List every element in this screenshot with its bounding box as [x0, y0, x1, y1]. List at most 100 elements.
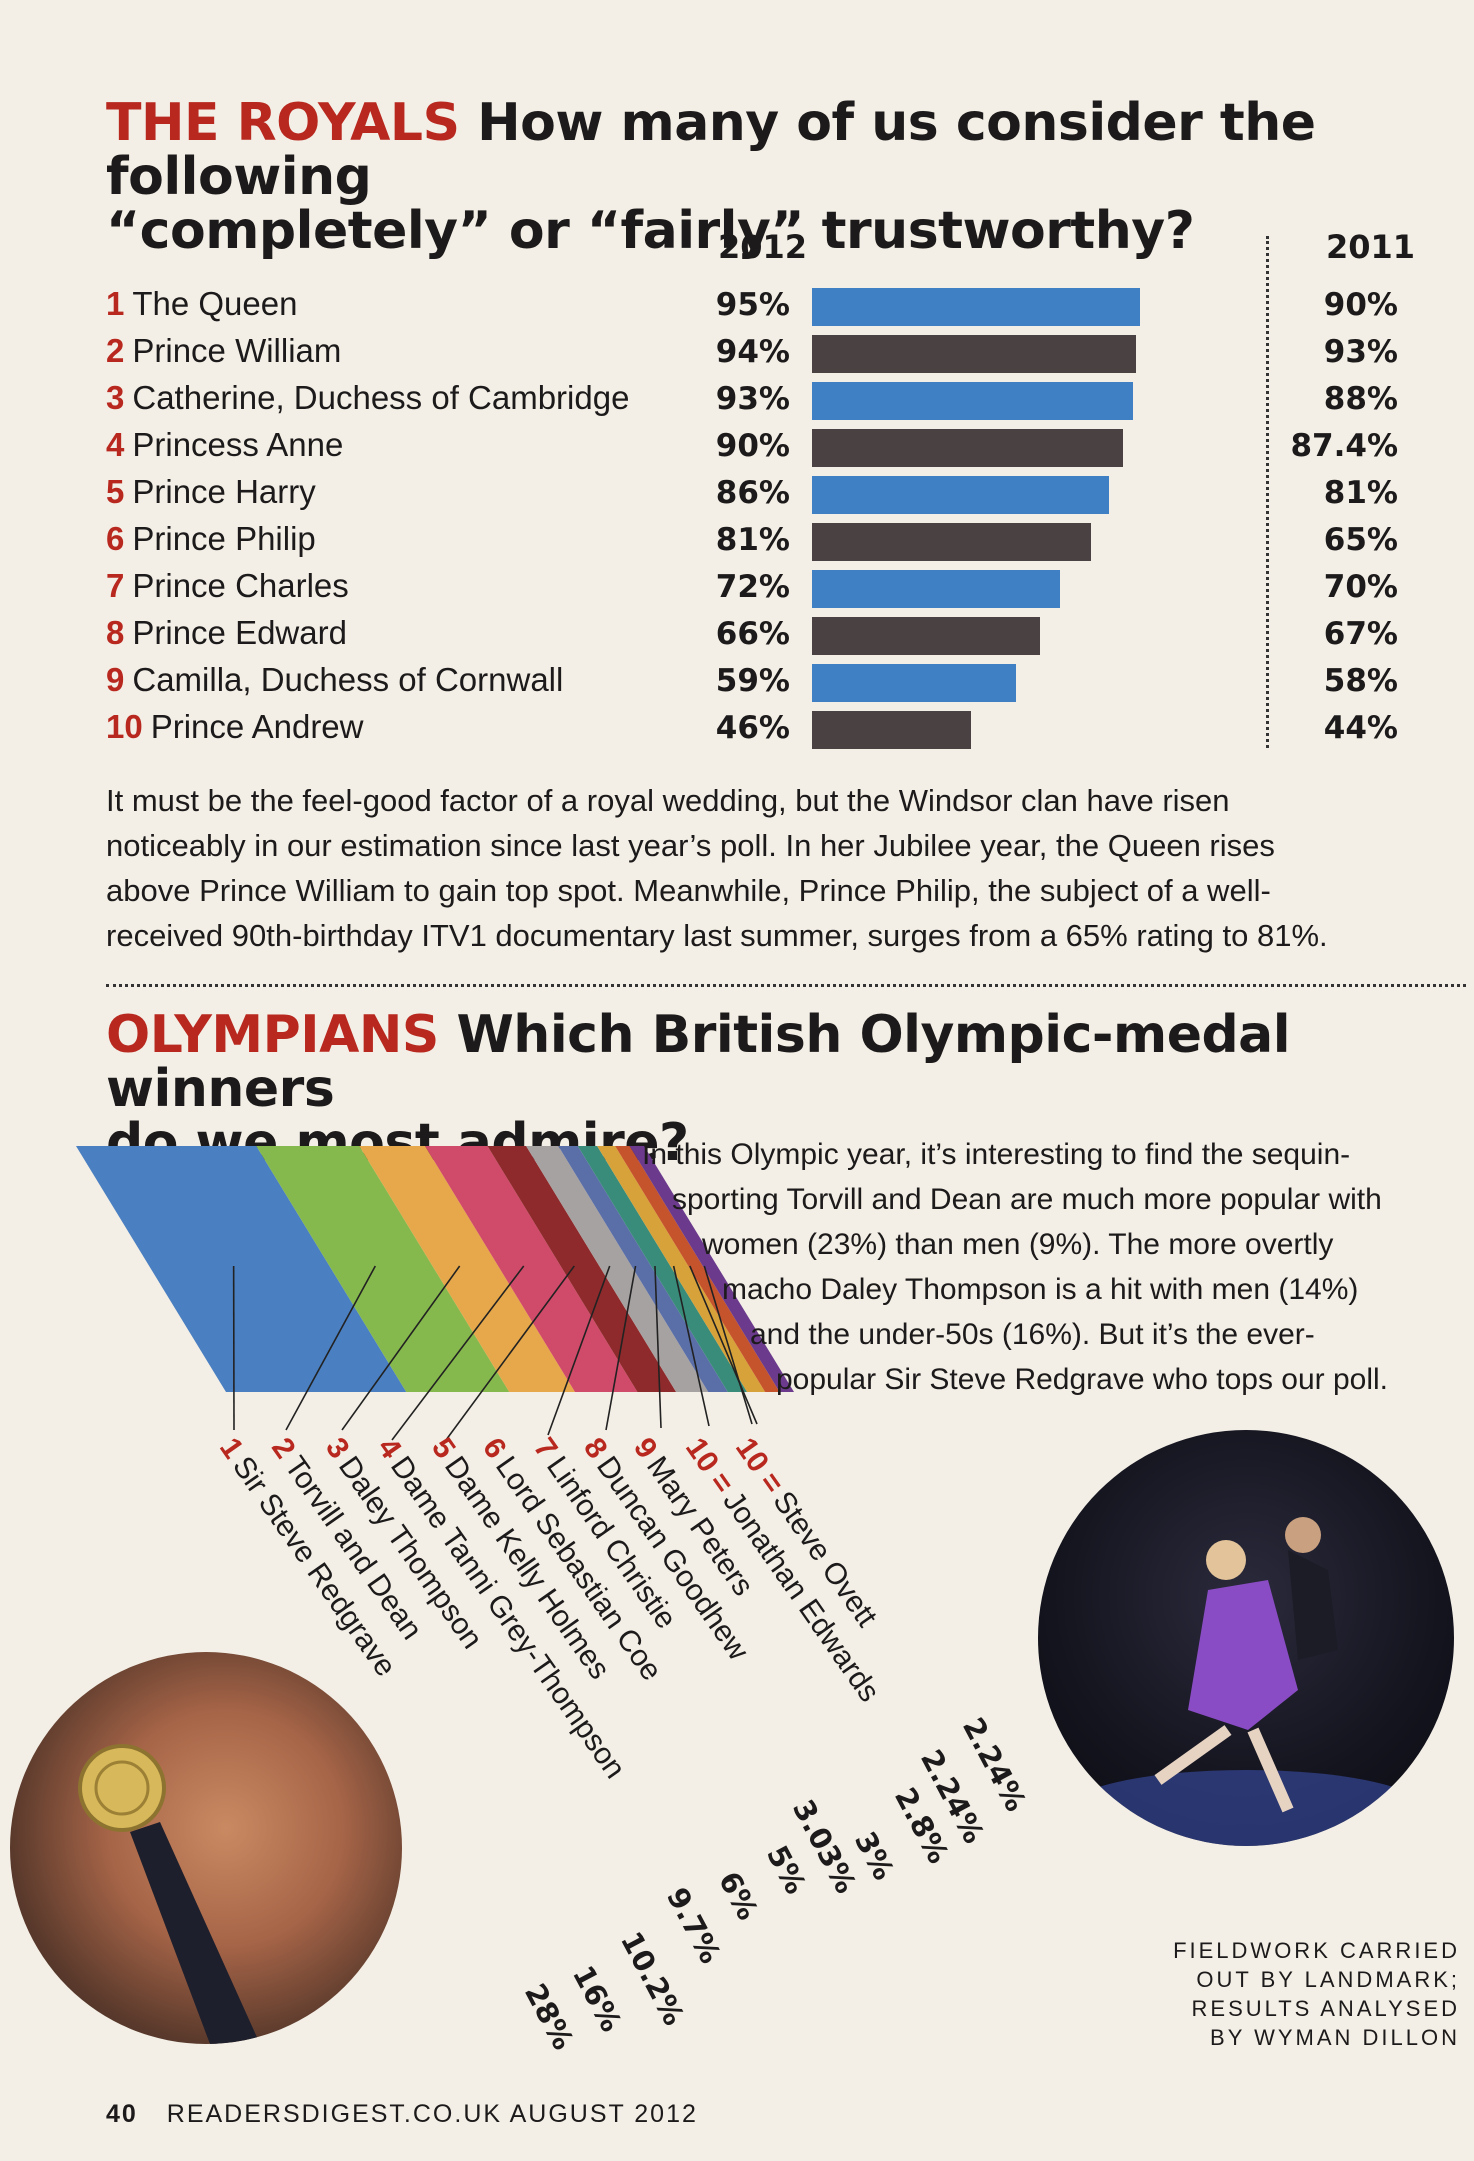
royal-rank: 4 — [106, 426, 125, 463]
olympians-paragraph-line: women (23%) than men (9%). The more over… — [702, 1228, 1334, 1261]
olympians-paragraph-line: macho Daley Thompson is a hit with men (… — [722, 1273, 1359, 1306]
bar-2012 — [812, 288, 1140, 326]
section-divider — [106, 984, 1466, 987]
band-segment — [359, 1146, 576, 1392]
leader-line — [445, 1265, 575, 1441]
olympian-value: 9.7% — [659, 1882, 728, 1969]
royal-name: Catherine, Duchess of Cambridge — [132, 379, 630, 416]
value-2012: 90% — [715, 428, 790, 464]
value-2012: 86% — [715, 475, 790, 511]
value-2011: 87.4% — [1290, 428, 1398, 464]
fieldwork-credit: FIELDWORK CARRIED OUT BY LANDMARK; RESUL… — [1050, 1936, 1460, 2052]
olympian-value: 5% — [759, 1840, 814, 1900]
royal-rank: 7 — [106, 567, 125, 604]
ice-dancers-figure-icon — [1066, 1517, 1426, 1846]
royal-row-label: 9 Camilla, Duchess of Cornwall — [106, 661, 563, 699]
royal-row-label: 2 Prince William — [106, 332, 341, 370]
royal-name: Prince Andrew — [150, 708, 364, 745]
value-2012: 93% — [715, 381, 790, 417]
band-segment — [256, 1146, 510, 1392]
royal-rank: 6 — [106, 520, 125, 557]
column-header-2011: 2011 — [1326, 228, 1416, 266]
royal-row-label: 3 Catherine, Duchess of Cambridge — [106, 379, 629, 417]
bar-2012 — [812, 523, 1092, 561]
olympians-question-line1: Which British Olympic-medal winners — [106, 1005, 1291, 1120]
band-segment — [487, 1146, 677, 1392]
value-2011: 65% — [1323, 522, 1398, 558]
royal-row-label: 1 The Queen — [106, 285, 297, 323]
bar-2012 — [812, 335, 1137, 373]
olympian-value: 28% — [517, 1978, 581, 2056]
bar-2012 — [812, 429, 1123, 467]
column-header-2012: 2012 — [718, 228, 808, 266]
olympians-paragraph-line: sporting Torvill and Dean are much more … — [672, 1183, 1382, 1216]
band-segment — [425, 1146, 638, 1392]
leader-line — [605, 1265, 637, 1431]
royal-rank: 8 — [106, 614, 125, 651]
olympians-paragraph-line: In this Olympic year, it’s interesting t… — [642, 1138, 1351, 1171]
value-2012: 66% — [715, 616, 790, 652]
royal-name: Camilla, Duchess of Cornwall — [132, 661, 564, 698]
royal-rank: 5 — [106, 473, 125, 510]
rower-photo — [10, 1652, 402, 2044]
royals-paragraph-line: above Prince William to gain top spot. M… — [106, 873, 1271, 908]
royals-heading: THE ROYALS How many of us consider the f… — [106, 96, 1474, 258]
bar-2012 — [812, 570, 1061, 608]
value-2012: 46% — [715, 710, 790, 746]
value-2012: 94% — [715, 334, 790, 370]
value-2012: 81% — [715, 522, 790, 558]
footer-text: READERSDIGEST.CO.UK AUGUST 2012 — [166, 2100, 698, 2128]
band-segment — [76, 1146, 407, 1392]
royal-rank: 9 — [106, 661, 125, 698]
royals-paragraph-line: It must be the feel-good factor of a roy… — [106, 783, 1230, 818]
royal-name: Prince Charles — [132, 567, 349, 604]
bar-2012 — [812, 711, 971, 749]
value-2011: 58% — [1323, 663, 1398, 699]
leader-line — [547, 1265, 611, 1436]
royal-name: Prince Edward — [132, 614, 347, 651]
royal-rank: 1 — [106, 285, 125, 322]
royals-paragraph-line: received 90th-birthday ITV1 documentary … — [106, 918, 1328, 953]
credit-line: FIELDWORK CARRIED — [1173, 1938, 1460, 1963]
olympian-value: 6% — [711, 1866, 766, 1926]
bar-2012 — [812, 664, 1016, 702]
credit-line: OUT BY LANDMARK; — [1196, 1967, 1460, 1992]
royal-row-label: 5 Prince Harry — [106, 473, 316, 511]
royal-name: Prince Philip — [132, 520, 316, 557]
royals-question-line1: How many of us consider the following — [106, 93, 1316, 208]
leader-line — [391, 1265, 525, 1441]
page-footer: 40 READERSDIGEST.CO.UK AUGUST 2012 — [106, 2100, 698, 2129]
olympians-paragraph-line: and the under-50s (16%). But it’s the ev… — [750, 1318, 1315, 1351]
royal-row-label: 10 Prince Andrew — [106, 708, 364, 746]
column-divider — [1266, 236, 1269, 748]
leader-line — [285, 1265, 377, 1431]
royal-name: Prince Harry — [132, 473, 316, 510]
bar-2012 — [812, 382, 1133, 420]
value-2012: 72% — [715, 569, 790, 605]
royal-rank: 3 — [106, 379, 125, 416]
royals-kicker: THE ROYALS — [106, 93, 460, 153]
leader-line — [672, 1265, 710, 1427]
olympian-value: 16% — [565, 1960, 629, 2038]
royals-question-line2: “completely” or “fairly” trustworthy? — [106, 201, 1195, 262]
page-number: 40 — [106, 2100, 138, 2128]
ice-dancers-photo — [1038, 1430, 1454, 1846]
royals-paragraph-line: noticeably in our estimation since last … — [106, 828, 1275, 863]
leader-line — [654, 1265, 662, 1429]
value-2011: 70% — [1323, 569, 1398, 605]
gold-medal-icon — [78, 1744, 260, 2044]
value-2011: 88% — [1323, 381, 1398, 417]
value-2011: 90% — [1323, 287, 1398, 323]
royal-row-label: 4 Princess Anne — [106, 426, 343, 464]
royal-rank: 2 — [106, 332, 125, 369]
olympians-paragraph-line: popular Sir Steve Redgrave who tops our … — [776, 1363, 1389, 1396]
royal-name: Princess Anne — [132, 426, 344, 463]
value-2012: 59% — [715, 663, 790, 699]
value-2011: 67% — [1323, 616, 1398, 652]
value-2011: 81% — [1323, 475, 1398, 511]
credit-line: BY WYMAN DILLON — [1210, 2025, 1460, 2050]
royal-rank: 10 — [106, 708, 143, 745]
olympians-question-line2: do we most admire? — [106, 1113, 689, 1174]
royal-row-label: 8 Prince Edward — [106, 614, 347, 652]
value-2011: 93% — [1323, 334, 1398, 370]
